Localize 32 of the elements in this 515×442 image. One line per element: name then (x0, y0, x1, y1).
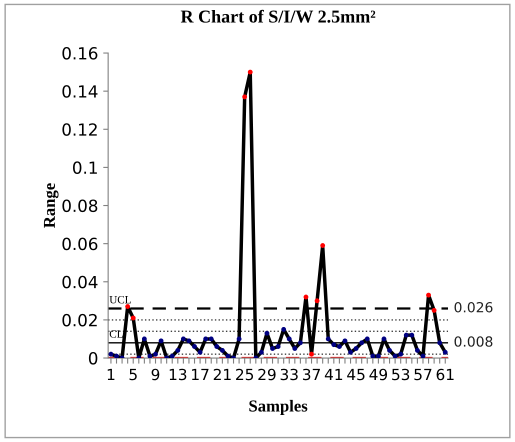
y-tick-label: 0.08 (62, 199, 98, 212)
x-tick-label: 49 (369, 368, 388, 380)
y-tick-label: 0.06 (62, 238, 98, 250)
x-tick-label: 53 (392, 368, 410, 380)
x-tick-label: 25 (236, 368, 254, 380)
y-tick-label: 0.14 (62, 85, 98, 98)
annotation: 0.008 (454, 336, 492, 347)
y-tick-label: 0.04 (62, 276, 98, 288)
x-tick-label: 61 (436, 368, 454, 380)
ref-line-label: CL (110, 330, 123, 338)
x-tick-label: 37 (302, 368, 320, 380)
ref-line-label: UCL (109, 296, 131, 304)
x-tick-label: 57 (414, 368, 432, 380)
y-tick-label: 0.02 (62, 314, 97, 326)
x-tick-label: 17 (192, 368, 209, 380)
annotation: 0.026 (454, 302, 492, 312)
x-tick-label: 33 (280, 368, 298, 380)
y-tick-label: 0.12 (62, 123, 97, 136)
x-tick-label: 1 (108, 368, 114, 380)
x-tick-label: 13 (170, 368, 186, 380)
x-axis-title: Samples (249, 400, 308, 416)
y-tick-label: 0.16 (62, 47, 98, 60)
x-tick-label: 9 (152, 368, 160, 380)
y-tick-label: 0 (88, 352, 98, 365)
x-tick-label: 21 (214, 368, 231, 380)
x-tick-label: 29 (258, 368, 276, 380)
x-tick-label: 5 (130, 368, 137, 380)
chart-title: R Chart of S/I/W 2.5mm² (180, 10, 376, 23)
y-axis-title: Range (44, 183, 59, 228)
x-tick-label: 45 (347, 368, 364, 380)
y-tick-label: 0.1 (73, 161, 97, 174)
x-tick-label: 41 (324, 368, 342, 380)
